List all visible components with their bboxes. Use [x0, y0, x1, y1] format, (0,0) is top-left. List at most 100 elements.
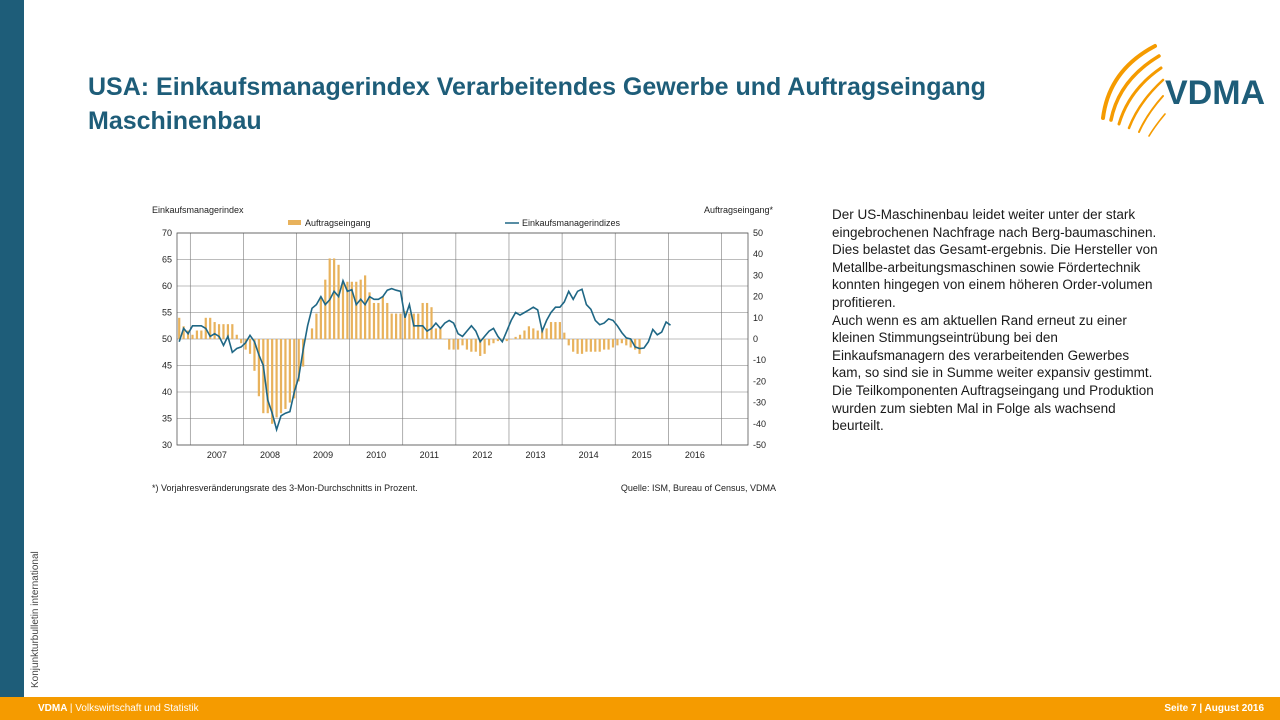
order-bar	[191, 334, 194, 339]
right-tick-label: 50	[753, 228, 763, 238]
order-bar	[178, 317, 181, 339]
right-tick-label: -40	[753, 419, 766, 429]
order-bar	[434, 328, 438, 339]
order-bar	[288, 339, 291, 403]
order-bar	[244, 339, 247, 350]
order-bar	[275, 339, 278, 418]
order-bar	[563, 332, 566, 339]
order-bar	[425, 302, 429, 339]
order-bar	[372, 302, 376, 339]
order-bar	[527, 326, 531, 339]
order-bar	[580, 339, 584, 354]
order-bar	[607, 339, 610, 350]
footer-bar: VDMA | Volkswirtschaft und Statistik Sei…	[0, 697, 1280, 720]
order-bar	[634, 339, 637, 350]
chart-legend: Auftragseingang Einkaufsmanagerindizes	[288, 218, 621, 228]
x-tick-label: 2012	[472, 450, 492, 460]
order-bar	[629, 339, 632, 348]
order-bar	[408, 313, 411, 339]
order-bar	[611, 339, 615, 348]
chart-source: Quelle: ISM, Bureau of Census, VDMA	[621, 483, 776, 493]
x-tick-label: 2011	[420, 450, 439, 460]
commentary-paragraph-1: Der US-Maschinenbau leidet weiter unter …	[832, 207, 1158, 310]
left-tick-label: 70	[162, 228, 172, 238]
right-tick-label: 10	[753, 313, 763, 323]
footer-left: VDMA | Volkswirtschaft und Statistik	[38, 703, 199, 714]
order-bar	[324, 279, 327, 339]
order-bar	[284, 339, 287, 409]
order-bar	[541, 330, 544, 339]
order-bar	[505, 339, 508, 342]
order-bar	[377, 302, 380, 339]
order-bar	[545, 328, 548, 339]
footer-dept: | Volkswirtschaft und Statistik	[69, 703, 199, 714]
legend-line-label: Einkaufsmanagerindizes	[522, 218, 621, 228]
order-bar	[572, 339, 575, 352]
left-sidebar-bar	[0, 0, 24, 720]
order-bar	[359, 279, 362, 339]
order-bar	[337, 264, 340, 339]
order-bar	[271, 339, 274, 424]
order-bar	[390, 313, 393, 339]
order-bar	[514, 336, 517, 339]
order-bar	[585, 339, 588, 352]
x-tick-label: 2016	[685, 450, 705, 460]
left-tick-label: 50	[162, 334, 172, 344]
left-axis-label: Einkaufsmanagerindex	[152, 205, 244, 215]
order-bar	[483, 339, 486, 354]
order-bar	[549, 322, 553, 339]
legend-bar-swatch	[288, 220, 301, 225]
order-bar	[231, 324, 234, 339]
order-bar	[209, 317, 212, 339]
order-bar	[620, 339, 623, 344]
left-tick-label: 30	[162, 440, 172, 450]
order-bar	[461, 339, 464, 346]
order-bar	[465, 339, 469, 350]
order-bar	[315, 313, 318, 339]
order-bar	[536, 330, 539, 339]
order-bar	[222, 324, 225, 339]
right-tick-label: -20	[753, 376, 766, 386]
left-tick-label: 55	[162, 308, 172, 318]
order-bar	[479, 339, 482, 356]
order-bar	[492, 339, 495, 344]
order-bars	[178, 258, 641, 424]
x-tick-label: 2014	[579, 450, 599, 460]
left-tick-label: 35	[162, 414, 172, 424]
order-bar	[603, 339, 606, 350]
order-bar	[248, 339, 252, 354]
order-bar	[403, 311, 407, 339]
order-bar	[195, 330, 199, 339]
order-bar	[235, 334, 238, 339]
pmi-line	[178, 278, 671, 433]
order-bar	[532, 328, 535, 339]
left-tick-label: 60	[162, 281, 172, 291]
order-bar	[421, 302, 424, 339]
order-bar	[240, 339, 243, 344]
order-bar	[279, 339, 283, 414]
order-bar	[496, 339, 500, 342]
footer-page: Seite 7 | August 2016	[1164, 703, 1264, 714]
left-tick-label: 45	[162, 361, 172, 371]
order-bar	[368, 292, 371, 339]
vdma-logo: VDMA	[1101, 44, 1265, 137]
order-bar	[355, 281, 358, 339]
sidebar-label: Konjunkturbulletin international	[30, 551, 41, 688]
right-tick-label: 20	[753, 292, 763, 302]
commentary-paragraph-2: Auch wenn es am aktuellen Rand erneut zu…	[832, 312, 1154, 434]
order-bar	[364, 275, 367, 339]
order-bar	[346, 281, 349, 339]
order-bar	[430, 307, 433, 339]
order-bar	[523, 330, 526, 339]
order-bar	[399, 313, 402, 339]
order-bar	[266, 339, 269, 414]
order-bar	[226, 324, 230, 339]
x-tick-label: 2007	[207, 450, 227, 460]
order-bar	[341, 281, 345, 339]
order-bar	[554, 322, 557, 339]
order-bar	[558, 322, 561, 339]
order-bar	[598, 339, 601, 352]
commentary-text: Der US-Maschinenbau leidet weiter unter …	[832, 206, 1162, 435]
order-bar	[257, 339, 260, 397]
order-bar	[439, 328, 442, 339]
